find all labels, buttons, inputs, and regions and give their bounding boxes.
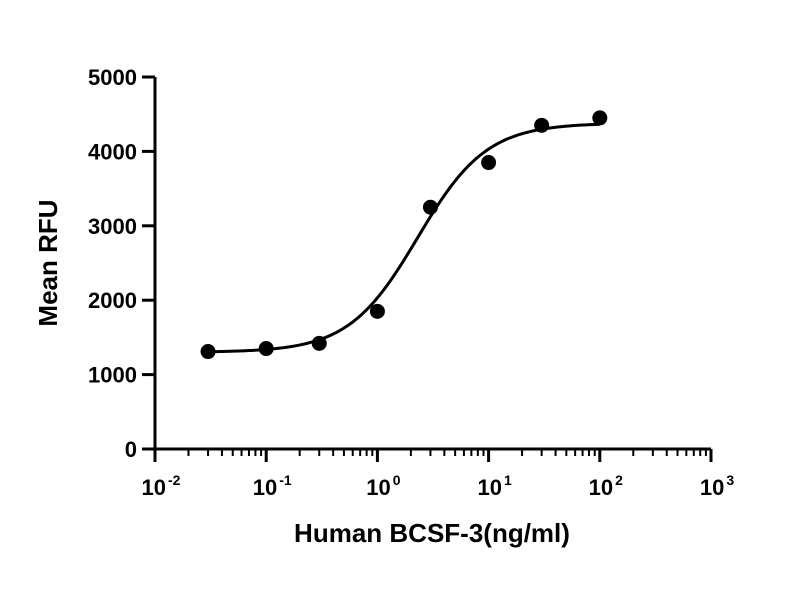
y-tick-label: 0 (125, 437, 137, 462)
x-tick-label: 10 3 (700, 472, 734, 500)
x-axis-ticks: 10 -2 10 -1 10 0 10 1 10 2 10 3 (142, 449, 734, 500)
data-point (481, 155, 497, 171)
axes (153, 77, 711, 451)
data-point (311, 335, 327, 351)
y-tick-label: 5000 (88, 65, 137, 90)
data-point (422, 199, 438, 215)
x-tick-label: 10 1 (477, 472, 511, 500)
y-axis-ticks: 0 1000 2000 3000 4000 5000 (88, 65, 155, 462)
y-axis-title: Mean RFU (33, 199, 63, 326)
fit-curve (208, 122, 600, 354)
x-tick-label: 10 -2 (142, 472, 181, 500)
data-point (258, 341, 274, 357)
data-point (369, 303, 385, 319)
y-tick-label: 1000 (88, 363, 137, 388)
y-tick-label: 3000 (88, 214, 137, 239)
y-tick-label: 4000 (88, 139, 137, 164)
y-tick-label: 2000 (88, 288, 137, 313)
data-points (200, 110, 608, 360)
x-tick-label: 10 -1 (253, 472, 292, 500)
data-point (592, 110, 608, 126)
data-point (534, 117, 550, 133)
x-tick-label: 10 0 (366, 472, 400, 500)
data-point (200, 344, 216, 360)
x-tick-label: 10 2 (589, 472, 623, 500)
x-axis-title: Human BCSF-3(ng/ml) (294, 518, 570, 548)
